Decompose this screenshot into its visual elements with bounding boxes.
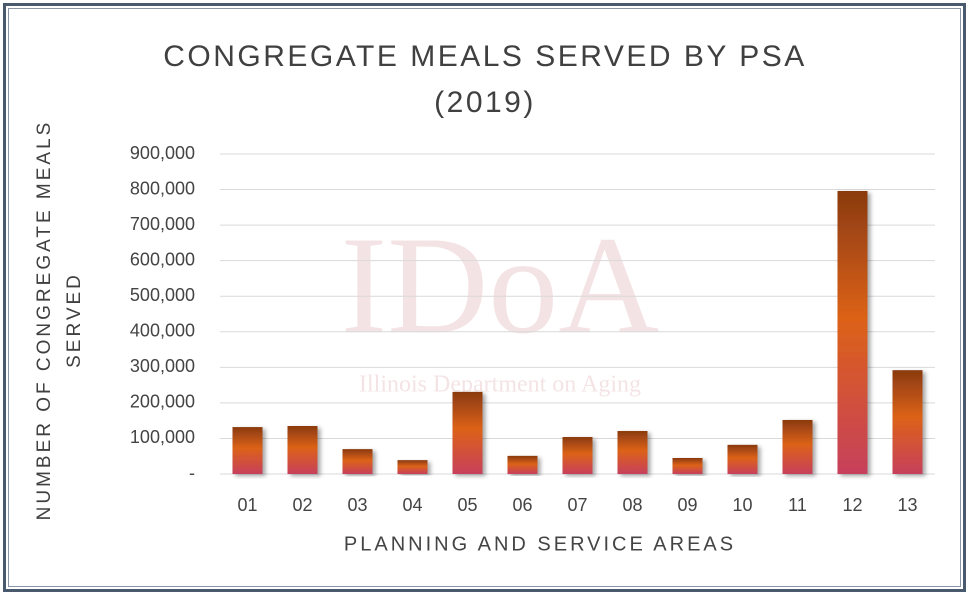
y-tick-label: 800,000 — [130, 178, 195, 198]
x-tick-label: 06 — [512, 495, 532, 515]
y-tick-label: 700,000 — [130, 214, 195, 234]
x-tick-label: 10 — [732, 495, 752, 515]
x-tick-label: 12 — [842, 495, 862, 515]
watermark-logo: IDoA — [341, 208, 660, 363]
bar — [507, 455, 538, 474]
x-tick-label: 02 — [292, 495, 312, 515]
watermark-caption: Illinois Department on Aging — [359, 372, 641, 398]
x-tick-label: 03 — [347, 495, 367, 515]
bar — [782, 419, 813, 474]
y-tick-label: 600,000 — [130, 249, 195, 269]
y-tick-label: 900,000 — [130, 143, 195, 163]
chart-title: CONGREGATE MEALS SERVED BY PSA (2019) — [163, 40, 807, 119]
watermark: IDoA Illinois Department on Aging — [341, 208, 660, 397]
bar — [727, 444, 758, 474]
y-axis-title: NUMBER OF CONGREGATE MEALS SERVED — [34, 119, 85, 521]
bar — [617, 430, 648, 474]
x-tick-label: 09 — [677, 495, 697, 515]
bar — [452, 391, 483, 474]
bar — [562, 437, 593, 474]
bar — [232, 427, 263, 474]
x-tick-label: 11 — [788, 495, 807, 515]
x-tick-label: 07 — [567, 495, 587, 515]
bar — [397, 460, 428, 474]
y-tick-label: - — [189, 463, 195, 483]
x-tick-label: 04 — [402, 495, 422, 515]
y-tick-label: 100,000 — [130, 427, 195, 447]
x-tick-label: 01 — [237, 495, 257, 515]
frame — [3, 3, 966, 592]
y-tick-label: 400,000 — [130, 321, 195, 341]
y-tick-label: 300,000 — [130, 356, 195, 376]
x-tick-label: 08 — [622, 495, 642, 515]
bar — [287, 426, 318, 474]
y-tick-label: 200,000 — [130, 392, 195, 412]
bar — [342, 449, 373, 474]
x-tick-label: 05 — [457, 495, 477, 515]
bar — [837, 190, 868, 474]
bar — [672, 458, 703, 474]
bar — [892, 370, 923, 474]
y-tick-label: 500,000 — [130, 285, 195, 305]
x-tick-label: 13 — [897, 495, 917, 515]
x-axis-title: PLANNING AND SERVICE AREAS — [344, 533, 736, 555]
